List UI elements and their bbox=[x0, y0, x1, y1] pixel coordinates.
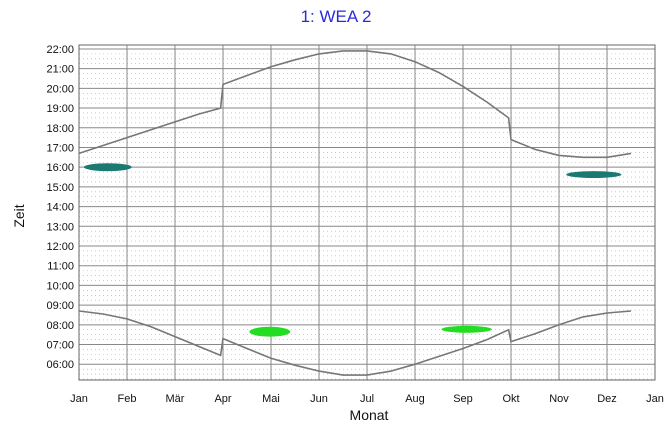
plot-frame bbox=[78, 44, 656, 381]
x-tick-label: Apr bbox=[214, 393, 231, 405]
y-tick-label: 19:00 bbox=[46, 103, 74, 115]
sunset-line bbox=[78, 50, 632, 159]
x-tick-label: Aug bbox=[405, 393, 425, 405]
chart-title: 1: WEA 2 bbox=[301, 7, 372, 26]
x-tick-label: Okt bbox=[502, 393, 519, 405]
y-tick-label: 17:00 bbox=[46, 142, 74, 154]
x-tick-label: Sep bbox=[453, 393, 473, 405]
x-tick-label: Jan bbox=[646, 393, 664, 405]
sunrise-line bbox=[78, 310, 632, 376]
y-tick-label: 06:00 bbox=[46, 359, 74, 371]
y-tick-label: 12:00 bbox=[46, 241, 74, 253]
y-axis-ticks: 06:00 07:00 08:00 09:00 10:00 11:00 12:00 13:00… bbox=[46, 44, 74, 371]
shadow-zone bbox=[441, 325, 492, 333]
x-tick-label: Dez bbox=[597, 393, 617, 405]
x-tick-label: Nov bbox=[549, 393, 569, 405]
grid bbox=[78, 44, 656, 381]
x-tick-label: Jul bbox=[360, 393, 374, 405]
series bbox=[78, 50, 632, 376]
y-tick-label: 20:00 bbox=[46, 83, 74, 95]
y-tick-label: 13:00 bbox=[46, 221, 74, 233]
y-tick-label: 15:00 bbox=[46, 182, 74, 194]
y-axis-label: Zeit bbox=[11, 204, 27, 227]
zones bbox=[83, 163, 622, 337]
y-tick-label: 09:00 bbox=[46, 300, 74, 312]
y-tick-label: 22:00 bbox=[46, 44, 74, 56]
y-tick-label: 08:00 bbox=[46, 320, 74, 332]
y-tick-label: 14:00 bbox=[46, 202, 74, 214]
y-tick-label: 18:00 bbox=[46, 123, 74, 135]
y-tick-label: 07:00 bbox=[46, 340, 74, 352]
y-tick-label: 16:00 bbox=[46, 162, 74, 174]
shadow-zone bbox=[249, 326, 291, 337]
x-axis-ticks: Jan Feb Mär Apr Mai Jun Jul Aug Sep Okt Nov Dez Jan bbox=[70, 393, 664, 405]
x-tick-label: Jan bbox=[70, 393, 88, 405]
x-tick-label: Mai bbox=[262, 393, 280, 405]
x-tick-label: Feb bbox=[118, 393, 137, 405]
x-tick-label: Mär bbox=[166, 393, 185, 405]
shadow-zone bbox=[83, 163, 132, 172]
shadow-zone bbox=[566, 171, 622, 179]
y-tick-label: 11:00 bbox=[47, 261, 74, 273]
y-tick-label: 21:00 bbox=[46, 64, 74, 76]
x-tick-label: Jun bbox=[310, 393, 328, 405]
y-tick-label: 10:00 bbox=[46, 280, 74, 292]
x-axis-label: Monat bbox=[350, 407, 389, 423]
